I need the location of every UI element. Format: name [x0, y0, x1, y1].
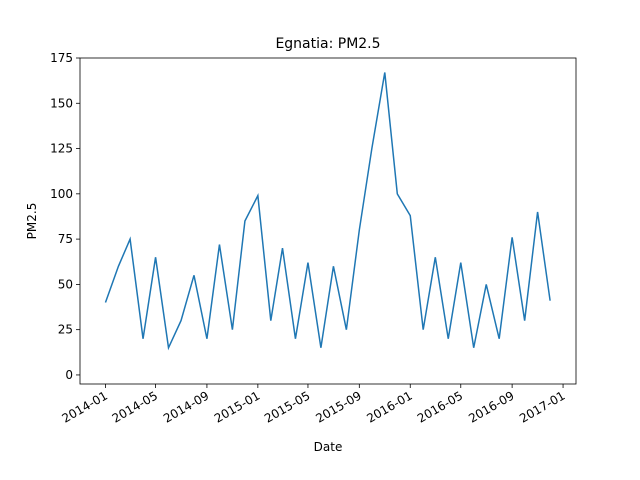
x-tick-label: 2015-09: [313, 388, 363, 425]
x-tick-label: 2016-09: [466, 388, 516, 425]
x-axis-label: Date: [314, 440, 343, 454]
x-tick-label: 2014-05: [110, 388, 160, 425]
x-tick-label: 2014-09: [161, 388, 211, 425]
y-tick-label: 100: [50, 187, 73, 201]
axes-frame: [79, 57, 577, 385]
data-line: [104, 72, 551, 351]
x-tick-label: 2017-01: [517, 388, 567, 425]
x-tick-label: 2015-01: [212, 388, 262, 425]
y-tick-label: 50: [58, 277, 73, 291]
y-tick-label: 175: [50, 51, 73, 65]
x-tick-label: 2014-01: [60, 388, 110, 425]
y-tick-label: 0: [65, 368, 73, 382]
y-tick-label: 25: [58, 323, 73, 337]
y-tick-label: 125: [50, 142, 73, 156]
x-tick-label: 2016-05: [415, 388, 465, 425]
y-tick-label: 150: [50, 96, 73, 110]
x-tick-label: 2016-01: [364, 388, 414, 425]
y-axis-label: PM2.5: [25, 203, 39, 240]
chart-title: Egnatia: PM2.5: [275, 36, 380, 52]
x-tick-label: 2015-05: [262, 388, 312, 425]
y-tick-label: 75: [58, 232, 73, 246]
